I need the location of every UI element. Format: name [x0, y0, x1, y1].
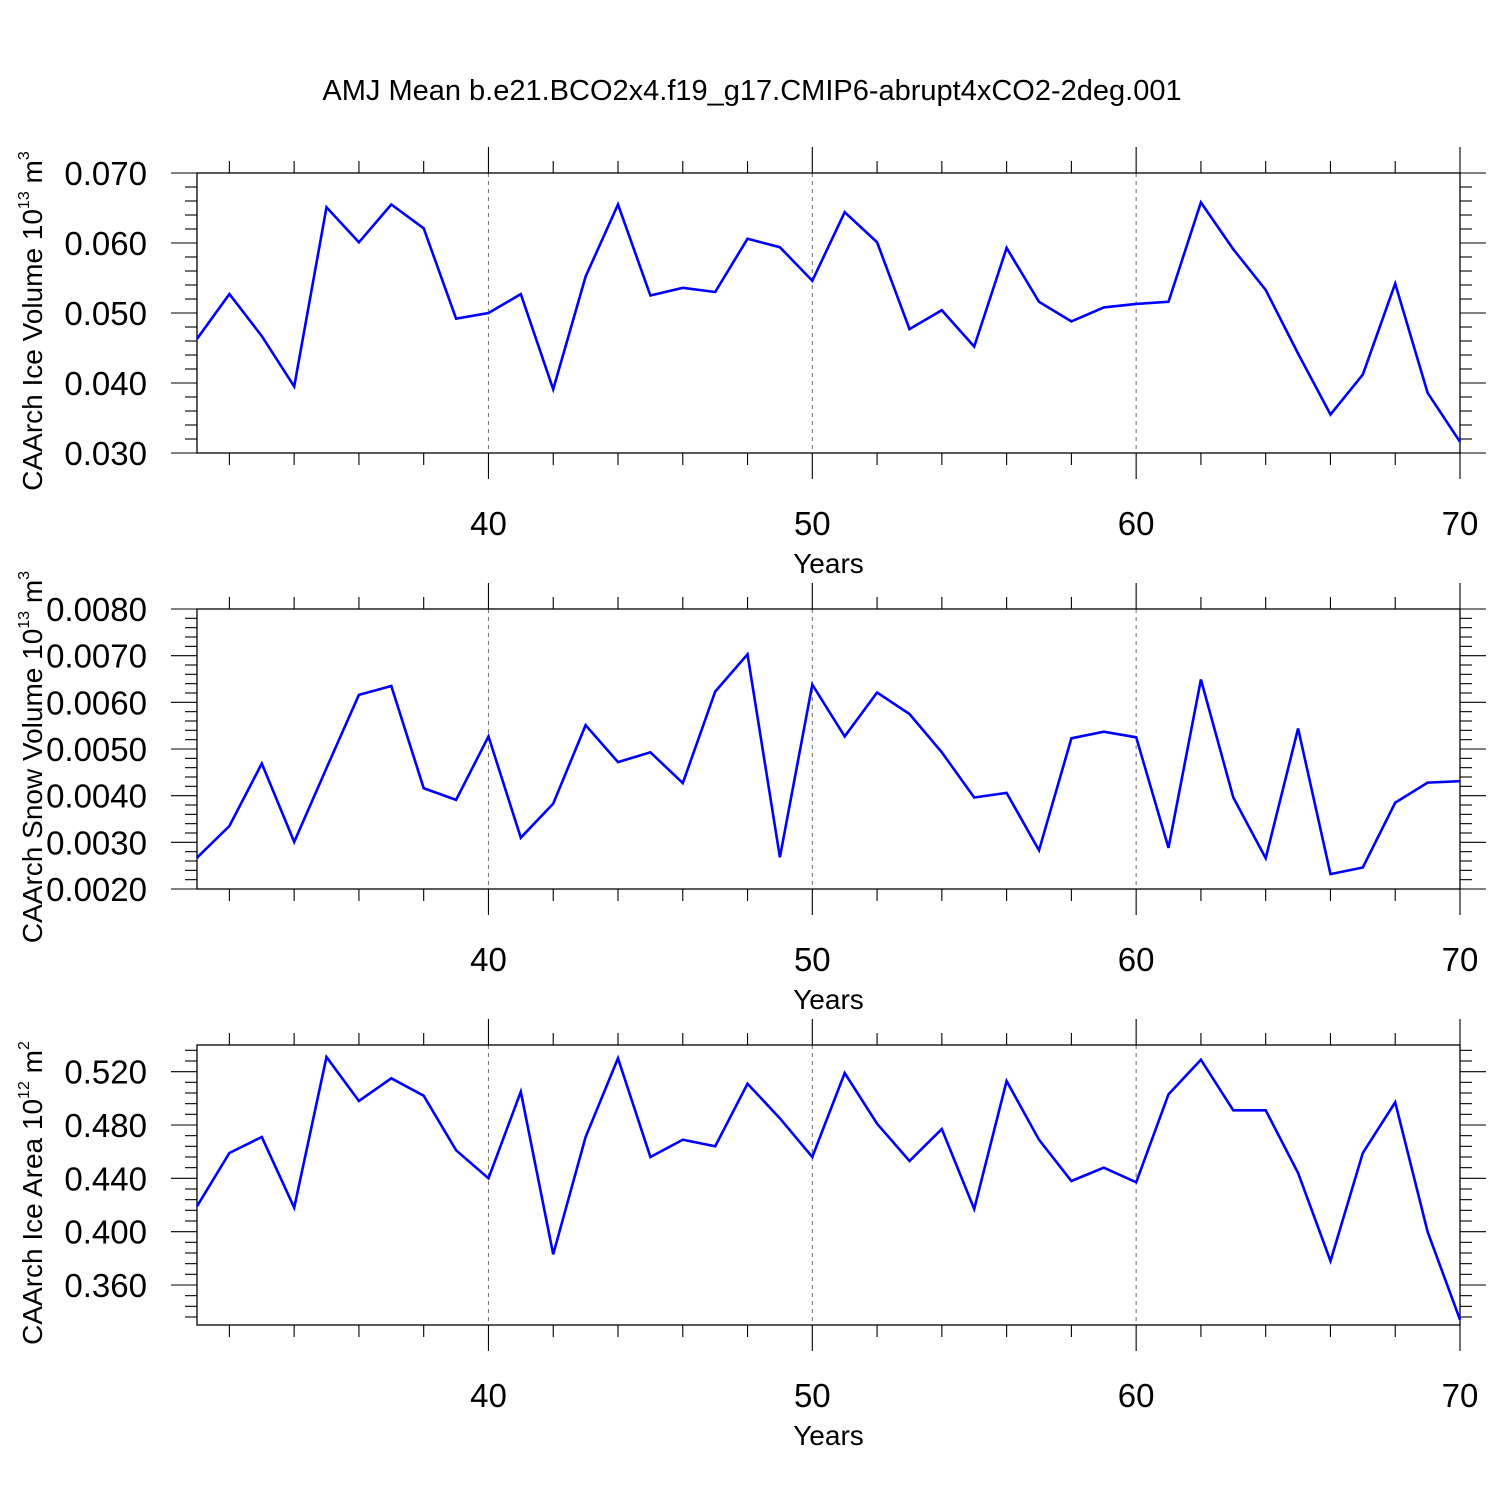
y-tick-label: 0.0020 [46, 871, 147, 908]
x-tick-label: 40 [470, 505, 507, 542]
x-tick-label: 70 [1442, 505, 1479, 542]
plot-frame [196, 1044, 1461, 1326]
x-tick-label: 50 [794, 941, 831, 978]
y-axis-label-unit: m [17, 1050, 48, 1081]
y-tick-label: 0.0060 [46, 684, 147, 721]
y-axis-label-exponent: 13 [16, 191, 33, 209]
y-axis-label-text: CAArch Ice Volume 10 [17, 209, 48, 491]
figure-title: AMJ Mean b.e21.BCO2x4.f19_g17.CMIP6-abru… [322, 75, 1181, 107]
y-tick-label: 0.0030 [46, 824, 147, 861]
plot-frame [196, 608, 1461, 890]
y-tick-label: 0.0070 [46, 638, 147, 675]
y-tick-label: 0.360 [64, 1267, 147, 1304]
y-axis-label: CAArch Snow Volume 1013 m3 [16, 571, 48, 943]
y-tick-label: 0.040 [64, 365, 147, 402]
y-tick-label: 0.400 [64, 1214, 147, 1251]
y-axis-label-unit: m [17, 580, 48, 611]
series-line [195, 1053, 1462, 1321]
y-tick-label: 0.0050 [46, 731, 147, 768]
y-axis-label: CAArch Ice Area 1012 m2 [16, 1041, 48, 1345]
y-tick-label: 0.480 [64, 1107, 147, 1144]
y-axis-label-unit-exponent: 2 [16, 1041, 33, 1050]
y-axis-label-unit-exponent: 3 [16, 571, 33, 580]
y-tick-label: 0.050 [64, 295, 147, 332]
y-axis-label-text: CAArch Snow Volume 10 [17, 629, 48, 943]
chart-panel-3: 40 50 60 70 0.360 0.400 0.440 0.480 0.520 Years CA… [16, 1019, 1486, 1451]
x-tick-label: 60 [1118, 941, 1155, 978]
y-axis-label: CAArch Ice Volume 1013 m3 [16, 151, 48, 491]
x-tick-label: 70 [1442, 941, 1479, 978]
chart-panels: 40 50 60 70 0.030 0.040 0.050 0.060 0.070 Years CA… [16, 147, 1486, 1451]
y-axis-label-unit-exponent: 3 [16, 151, 33, 160]
y-tick-label: 0.070 [64, 155, 147, 192]
y-tick-label: 0.060 [64, 225, 147, 262]
x-tick-label: 50 [794, 1377, 831, 1414]
x-tick-label: 60 [1118, 1377, 1155, 1414]
x-tick-label: 40 [470, 1377, 507, 1414]
chart-panel-2: 40 50 60 70 0.0020 0.0030 0.0040 0.0050 0.0060 0.… [16, 571, 1486, 1015]
x-tick-label: 40 [470, 941, 507, 978]
y-tick-label: 0.0080 [46, 591, 147, 628]
x-tick-label: 50 [794, 505, 831, 542]
plot-frame [196, 172, 1461, 454]
y-axis-label-exponent: 12 [16, 1081, 33, 1099]
series-line [195, 199, 1462, 443]
y-tick-label: 0.0040 [46, 778, 147, 815]
x-tick-label: 70 [1442, 1377, 1479, 1414]
y-axis-label-text: CAArch Ice Area 10 [17, 1099, 48, 1345]
y-axis-label-unit: m [17, 160, 48, 191]
y-axis-label-exponent: 13 [16, 611, 33, 629]
x-tick-label: 60 [1118, 505, 1155, 542]
y-tick-label: 0.520 [64, 1054, 147, 1091]
chart-panel-1: 40 50 60 70 0.030 0.040 0.050 0.060 0.070 Years CA… [16, 147, 1486, 579]
series-line [196, 651, 1461, 876]
y-tick-label: 0.030 [64, 435, 147, 472]
y-tick-label: 0.440 [64, 1160, 147, 1197]
x-axis-label: Years [793, 548, 864, 579]
x-axis-label: Years [793, 984, 864, 1015]
x-axis-label: Years [793, 1420, 864, 1451]
